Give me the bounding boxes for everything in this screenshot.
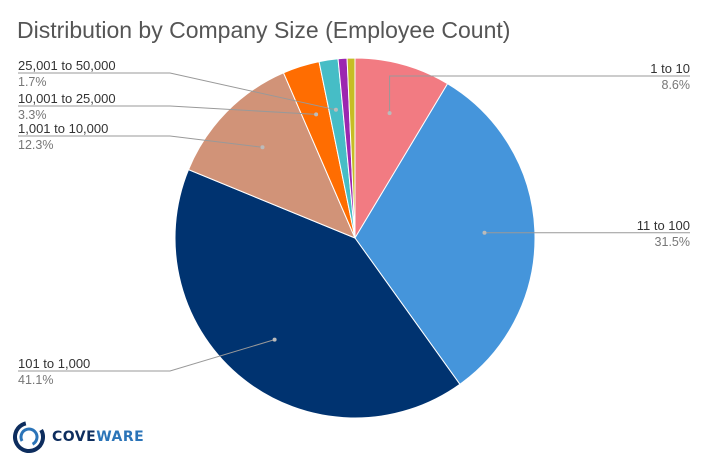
- slice-label-1-to-10: 1 to 10: [650, 61, 690, 76]
- pie-slice-1-to-10: [354, 57, 449, 240]
- leader-dot-11-to-100: [482, 230, 487, 235]
- coveware-logo: COVEWARE: [12, 420, 144, 454]
- slice-labels: 1 to 10 8.6% 11 to 100 31.5% 101 to 1,000 41.…: [18, 58, 690, 387]
- pie-slices: [174, 57, 536, 419]
- leader-dot-101-to-1-000: [272, 337, 277, 342]
- slice-label-11-to-100: 11 to 100: [637, 218, 690, 233]
- logo-wordmark: COVEWARE: [52, 429, 144, 445]
- leader-dot-25-001-to-50-000: [333, 107, 338, 112]
- logo-text-light: WARE: [96, 429, 145, 445]
- leader-line-101-to-1-000: [18, 339, 275, 372]
- leader-line-10-001-to-25-000: [18, 105, 317, 115]
- leader-dot-1-to-10: [387, 111, 392, 116]
- logo-text-dark: COVE: [52, 429, 97, 445]
- slice-label-25-001-to-50-000: 25,001 to 50,000: [18, 58, 116, 73]
- slice-label-10-001-to-25-000: 10,001 to 25,000: [18, 91, 116, 106]
- leader-dot-10-001-to-25-000: [314, 112, 319, 117]
- pie-slice-unlabeled-7: [346, 57, 356, 239]
- chart-title: Distribution by Company Size (Employee C…: [17, 17, 510, 43]
- leader-line-1-001-to-10-000: [18, 135, 263, 148]
- slice-percent-1-001-to-10-000: 12.3%: [18, 138, 53, 152]
- slice-percent-11-to-100: 31.5%: [655, 235, 690, 249]
- slice-percent-101-to-1-000: 41.1%: [18, 373, 53, 387]
- leader-line-1-to-10: [389, 75, 690, 114]
- slice-percent-25-001-to-50-000: 1.7%: [18, 75, 47, 89]
- label-leaders: [18, 72, 690, 372]
- pie-slice-11-to-100: [354, 82, 536, 385]
- pie-slice-1-001-to-10-000: [187, 72, 356, 239]
- leader-dot-1-001-to-10-000: [260, 145, 265, 150]
- slice-percent-1-to-10: 8.6%: [662, 78, 691, 92]
- slice-label-101-to-1-000: 101 to 1,000: [18, 356, 90, 371]
- leader-line-25-001-to-50-000: [18, 72, 337, 111]
- slice-label-1-001-to-10-000: 1,001 to 10,000: [18, 121, 108, 136]
- slice-percent-10-001-to-25-000: 3.3%: [18, 108, 47, 122]
- coveware-logo-icon: [13, 421, 45, 453]
- pie-slice-101-to-1-000: [174, 168, 461, 419]
